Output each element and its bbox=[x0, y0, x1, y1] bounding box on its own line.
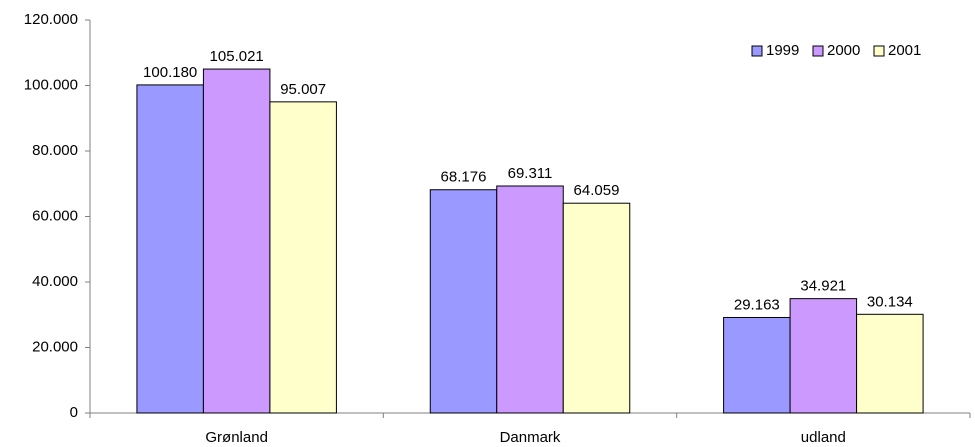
value-label: 100.180 bbox=[143, 64, 197, 81]
legend-label: 1999 bbox=[766, 42, 799, 59]
bar bbox=[723, 316, 791, 414]
value-label: 68.176 bbox=[441, 169, 487, 186]
y-tick-label: 80.000 bbox=[32, 142, 78, 159]
y-tick-label: 20.000 bbox=[32, 338, 78, 355]
legend-swatch bbox=[812, 45, 824, 57]
bar bbox=[856, 313, 924, 414]
legend-swatch bbox=[873, 45, 885, 57]
value-label: 30.134 bbox=[867, 293, 913, 310]
y-tick-label: 40.000 bbox=[32, 273, 78, 290]
y-tick-label: 100.000 bbox=[24, 76, 78, 93]
bar bbox=[429, 189, 498, 414]
value-label: 95.007 bbox=[280, 81, 326, 98]
x-tick-label: Grønland bbox=[205, 429, 268, 446]
value-label: 29.163 bbox=[734, 296, 780, 313]
legend-swatch bbox=[751, 45, 763, 57]
value-label: 64.059 bbox=[574, 182, 620, 199]
legend-label: 2001 bbox=[888, 42, 921, 59]
value-label: 69.311 bbox=[508, 165, 553, 182]
bar bbox=[562, 202, 631, 414]
value-label: 34.921 bbox=[800, 278, 846, 295]
bar bbox=[269, 101, 337, 414]
y-tick-label: 0 bbox=[70, 404, 78, 421]
x-tick-label: udland bbox=[801, 429, 846, 446]
x-tick-label: Danmark bbox=[500, 429, 561, 446]
legend-label: 2000 bbox=[827, 42, 860, 59]
value-label: 105.021 bbox=[210, 48, 264, 65]
bar bbox=[136, 84, 204, 414]
bar bbox=[789, 298, 858, 414]
y-tick-label: 60.000 bbox=[32, 207, 78, 224]
bar bbox=[496, 185, 564, 414]
y-tick-label: 120.000 bbox=[24, 11, 78, 28]
bar bbox=[202, 68, 271, 414]
